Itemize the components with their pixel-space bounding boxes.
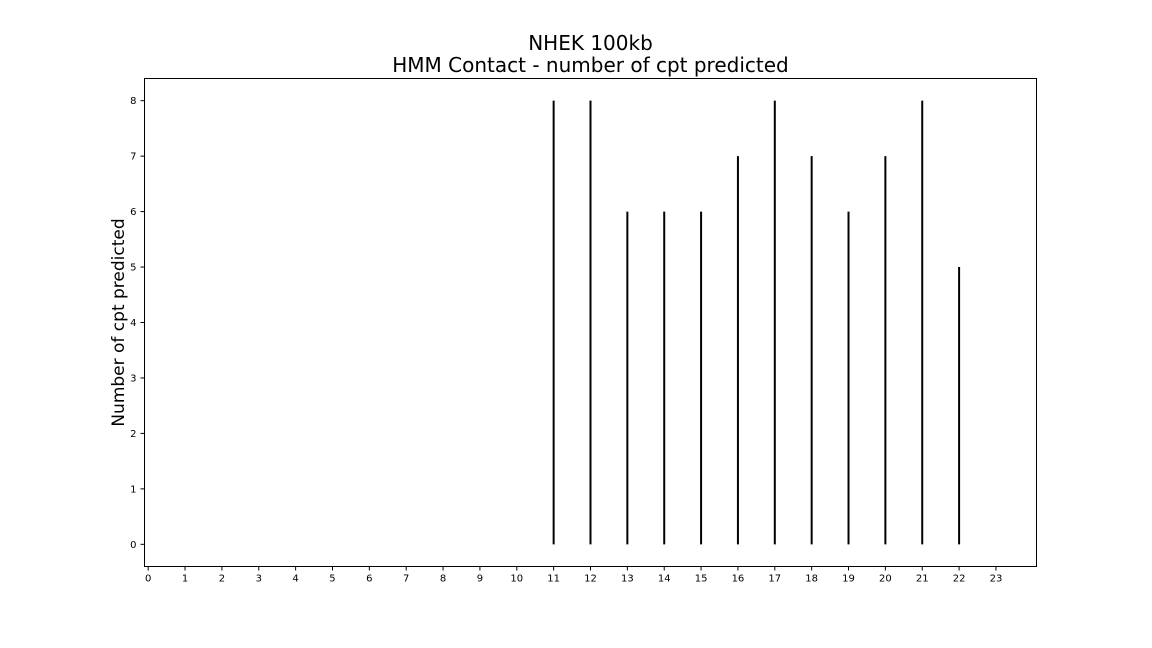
x-tick-label: 19 [842, 574, 855, 585]
y-ticks-group: 0 1 2 3 4 5 6 7 8 [130, 96, 145, 551]
y-tick-label: 2 [130, 429, 136, 440]
x-tick-label: 4 [292, 574, 298, 585]
x-tick-label: 17 [768, 574, 781, 585]
x-tick-label: 6 [366, 574, 372, 585]
x-tick-label: 10 [510, 574, 523, 585]
y-tick-label: 6 [130, 207, 136, 218]
x-tick-label: 3 [256, 574, 262, 585]
x-tick-label: 23 [990, 574, 1003, 585]
x-tick-label: 22 [953, 574, 966, 585]
x-tick-label: 9 [477, 574, 483, 585]
chart-subtitle: HMM Contact - number of cpt predicted [392, 53, 788, 77]
y-tick-label: 1 [130, 484, 136, 495]
x-tick-label: 15 [695, 574, 708, 585]
x-tick-label: 20 [879, 574, 892, 585]
y-axis-label: Number of cpt predicted [109, 218, 129, 426]
plot-area-frame [144, 78, 1037, 567]
x-ticks-group: 0 1 2 3 4 5 6 7 8 9 10 11 12 13 14 15 16 17 18 19 20 21 22 23 [145, 566, 1003, 585]
x-tick-label: 12 [584, 574, 597, 585]
x-tick-label: 18 [805, 574, 818, 585]
y-tick-label: 5 [130, 263, 136, 274]
y-tick-label: 7 [130, 152, 136, 163]
x-tick-label: 14 [658, 574, 671, 585]
x-tick-label: 7 [403, 574, 409, 585]
x-tick-label: 21 [916, 574, 929, 585]
x-tick-label: 1 [182, 574, 188, 585]
x-tick-label: 0 [145, 574, 151, 585]
y-tick-label: 8 [130, 96, 136, 107]
x-tick-label: 8 [440, 574, 446, 585]
y-tick-label: 0 [130, 540, 136, 551]
x-tick-label: 11 [547, 574, 560, 585]
bars-group [552, 100, 961, 545]
x-tick-label: 2 [219, 574, 225, 585]
y-tick-label: 3 [130, 373, 136, 384]
chart-title: NHEK 100kb [528, 31, 653, 55]
x-tick-label: 5 [329, 574, 335, 585]
y-tick-label: 4 [130, 318, 136, 329]
x-tick-label: 16 [732, 574, 745, 585]
x-tick-label: 13 [621, 574, 634, 585]
